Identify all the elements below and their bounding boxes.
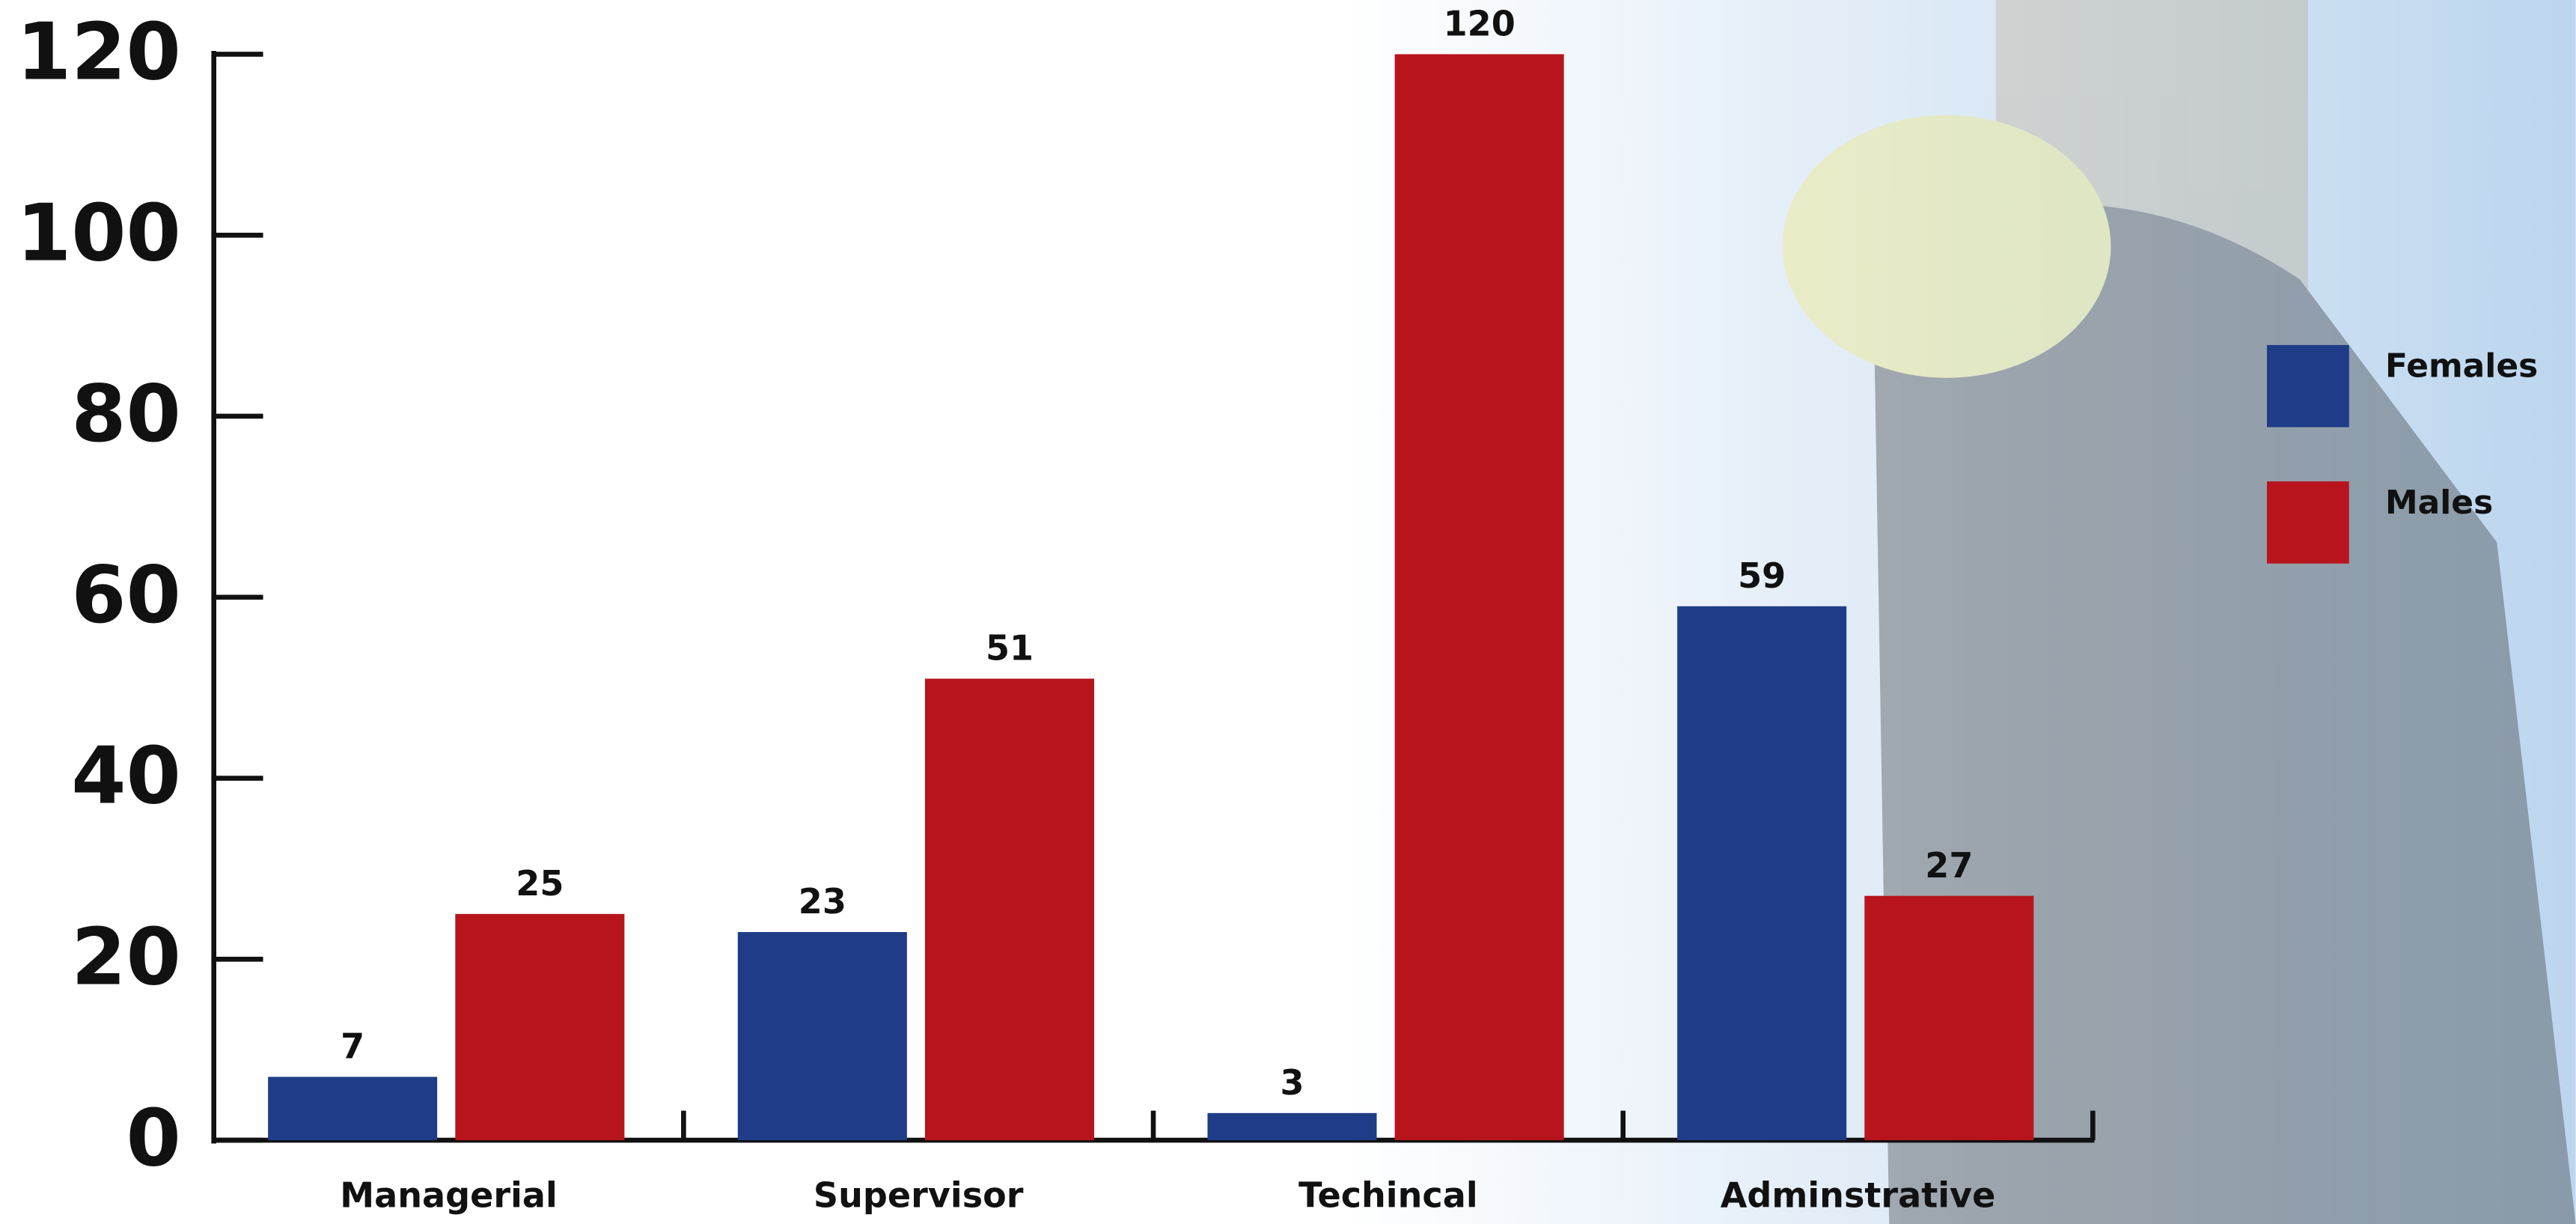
value-label: 59 (1738, 555, 1786, 596)
bar (1677, 606, 1847, 1141)
x-tick-label: Techincal (1298, 1175, 1477, 1215)
bar (924, 678, 1095, 1141)
bar (1394, 54, 1564, 1141)
bar (1207, 1112, 1377, 1141)
legend-label: Females (2385, 347, 2538, 386)
y-tick-label: 100 (16, 186, 181, 278)
background-photo (1782, 0, 2576, 1224)
value-label: 25 (516, 863, 564, 904)
value-label: 120 (1444, 4, 1516, 44)
value-label: 51 (986, 628, 1034, 669)
y-tick-label: 60 (71, 549, 181, 641)
legend-swatch (2267, 481, 2349, 564)
value-label: 27 (1925, 845, 1973, 886)
y-tick-label: 40 (71, 730, 181, 822)
value-label: 3 (1280, 1062, 1304, 1103)
bar (737, 932, 907, 1141)
bar (268, 1077, 438, 1141)
y-tick-label: 120 (16, 6, 181, 98)
value-label: 23 (799, 881, 846, 922)
x-tick-label: Adminstrative (1721, 1175, 1996, 1215)
value-label: 7 (341, 1026, 364, 1067)
bar (1864, 895, 2034, 1141)
legend-swatch (2267, 344, 2349, 427)
y-tick-label: 20 (71, 910, 181, 1002)
y-tick-label: 80 (71, 368, 181, 460)
x-tick-label: Managerial (340, 1175, 558, 1215)
x-tick-label: Supervisor (814, 1175, 1024, 1215)
y-tick-label: 0 (126, 1091, 181, 1184)
legend-label: Males (2385, 484, 2493, 522)
bar (455, 913, 625, 1141)
